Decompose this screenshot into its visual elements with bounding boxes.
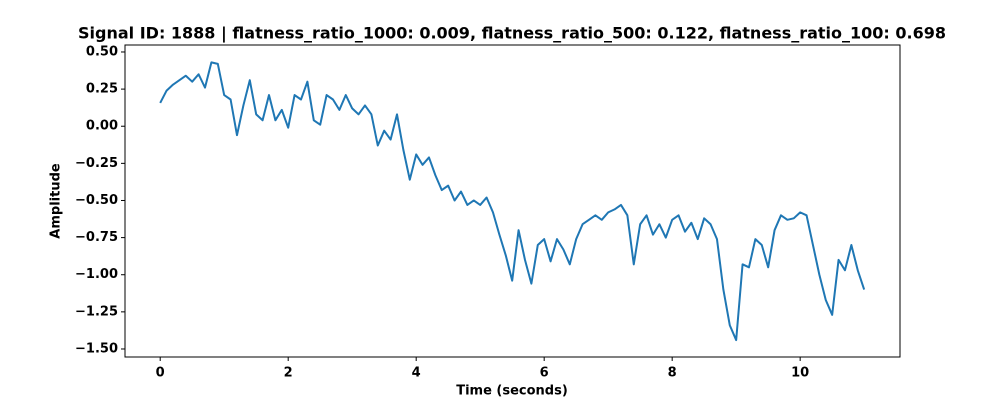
y-tick-label: −0.25 <box>75 156 118 171</box>
y-tick-label: −1.00 <box>75 267 118 282</box>
x-tick-label: 10 <box>791 366 809 381</box>
plot-frame <box>124 44 901 358</box>
x-tick-label: 4 <box>412 366 421 381</box>
y-tick-label: 0.00 <box>86 119 118 134</box>
y-axis-label: Amplitude <box>49 163 64 239</box>
line-series <box>159 61 866 342</box>
x-axis-label: Time (seconds) <box>456 384 568 399</box>
chart-title: Signal ID: 1888 | flatness_ratio_1000: 0… <box>78 24 946 44</box>
x-tick-label: 6 <box>540 366 549 381</box>
y-tick-label: −0.50 <box>75 193 118 208</box>
x-tick-label: 2 <box>284 366 293 381</box>
y-tick-label: 0.50 <box>86 44 118 59</box>
y-tick-label: −0.75 <box>75 230 118 245</box>
x-tick-label: 0 <box>156 366 165 381</box>
y-tick-label: −1.50 <box>75 341 118 356</box>
y-tick-label: 0.25 <box>86 82 118 97</box>
y-tick-label: −1.25 <box>75 304 118 319</box>
x-tick-label: 8 <box>668 366 677 381</box>
